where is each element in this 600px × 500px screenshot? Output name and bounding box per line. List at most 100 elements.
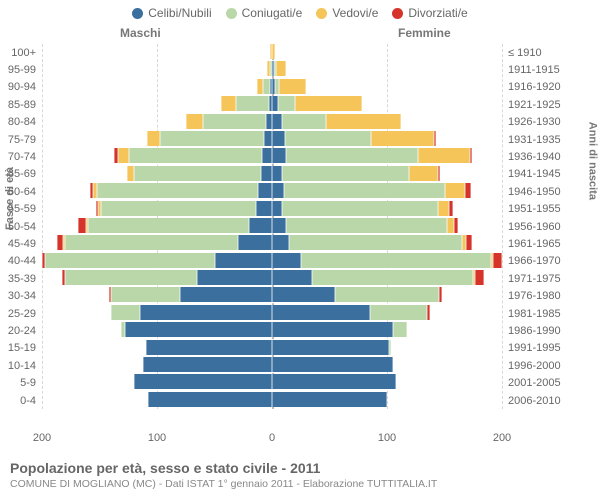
pyramid-row: 85-891921-1925	[0, 96, 600, 113]
bar-seg	[282, 201, 437, 216]
bars-area	[42, 79, 502, 96]
bar-seg	[78, 218, 86, 233]
pyramid-row: 10-141996-2000	[0, 357, 600, 374]
pyramid-row: 45-491961-1965	[0, 235, 600, 252]
bar-seg	[285, 131, 371, 146]
bars-area	[42, 148, 502, 165]
pyramid-row: 55-591951-1955	[0, 201, 600, 218]
age-label: 95-99	[0, 64, 42, 76]
bars-male	[42, 287, 272, 304]
chart-title: Popolazione per età, sesso e stato civil…	[10, 460, 437, 476]
bar-seg	[439, 287, 442, 302]
bars-area	[42, 166, 502, 183]
bar-seg	[65, 270, 197, 285]
age-label: 85-89	[0, 99, 42, 111]
bars-area	[42, 287, 502, 304]
legend-label: Divorziati/e	[408, 6, 467, 20]
bars-male	[42, 392, 272, 409]
x-tick: 0	[269, 432, 275, 444]
bar-seg	[88, 218, 249, 233]
birth-label: 1981-1985	[502, 308, 568, 320]
bar-seg	[295, 96, 362, 111]
bar-seg	[134, 166, 261, 181]
age-label: 15-19	[0, 342, 42, 354]
bars-female	[272, 114, 502, 131]
bar-seg	[312, 270, 473, 285]
bar-seg	[263, 79, 270, 94]
birth-label: 1991-1995	[502, 342, 568, 354]
bar-seg	[215, 253, 272, 268]
header-male: Maschi	[120, 26, 161, 40]
bar-seg	[125, 322, 272, 337]
bar-seg	[272, 392, 387, 407]
bar-seg	[111, 287, 180, 302]
header-female: Femmine	[398, 26, 451, 40]
bars-female	[272, 322, 502, 339]
bars-area	[42, 392, 502, 409]
bar-seg	[143, 357, 272, 372]
bars-male	[42, 201, 272, 218]
bar-seg	[272, 322, 393, 337]
bar-seg	[272, 201, 282, 216]
bars-area	[42, 270, 502, 287]
bar-seg	[160, 131, 264, 146]
age-label: 20-24	[0, 325, 42, 337]
bar-seg	[272, 235, 289, 250]
pyramid-row: 0-42006-2010	[0, 392, 600, 409]
bars-female	[272, 166, 502, 183]
bar-seg	[97, 183, 258, 198]
bar-seg	[272, 183, 284, 198]
bars-area	[42, 96, 502, 113]
age-label: 40-44	[0, 255, 42, 267]
bar-seg	[326, 114, 401, 129]
bars-female	[272, 270, 502, 287]
bar-seg	[256, 201, 272, 216]
bars-female	[272, 79, 502, 96]
pyramid-row: 95-991911-1915	[0, 61, 600, 78]
bars-female	[272, 61, 502, 78]
bars-female	[272, 183, 502, 200]
bar-seg	[272, 218, 286, 233]
age-label: 25-29	[0, 308, 42, 320]
pyramid-row: 50-541956-1960	[0, 218, 600, 235]
birth-label: 1941-1945	[502, 168, 568, 180]
bar-seg	[278, 96, 295, 111]
legend-swatch	[316, 8, 327, 19]
age-label: 55-59	[0, 203, 42, 215]
bar-seg	[371, 131, 434, 146]
pyramid-row: 70-741936-1940	[0, 148, 600, 165]
pyramid-row: 40-441966-1970	[0, 253, 600, 270]
bar-seg	[409, 166, 438, 181]
bars-male	[42, 218, 272, 235]
bars-male	[42, 357, 272, 374]
bars-male	[42, 114, 272, 131]
legend-item: Coniugati/e	[226, 6, 303, 20]
bars-male	[42, 374, 272, 391]
legend-label: Vedovi/e	[332, 6, 378, 20]
bar-seg	[389, 340, 391, 355]
x-tick: 100	[148, 432, 166, 444]
bar-seg	[466, 235, 472, 250]
birth-label: 1936-1940	[502, 151, 568, 163]
bar-seg	[65, 235, 238, 250]
bars-male	[42, 166, 272, 183]
pyramid-row: 100+≤ 1910	[0, 44, 600, 61]
bar-seg	[438, 166, 440, 181]
x-tick: 200	[493, 432, 511, 444]
bar-seg	[140, 305, 272, 320]
bar-seg	[45, 253, 215, 268]
chart-footer: Popolazione per età, sesso e stato civil…	[10, 460, 437, 490]
bars-female	[272, 96, 502, 113]
birth-label: 1931-1935	[502, 134, 568, 146]
bar-seg	[272, 44, 275, 59]
bars-male	[42, 148, 272, 165]
bar-seg	[475, 270, 484, 285]
bars-male	[42, 79, 272, 96]
bar-seg	[282, 114, 326, 129]
birth-label: 1946-1950	[502, 186, 568, 198]
bars-area	[42, 235, 502, 252]
pyramid-row: 80-841926-1930	[0, 114, 600, 131]
bar-seg	[272, 357, 393, 372]
x-axis: 2001000100200	[42, 432, 502, 446]
age-label: 75-79	[0, 134, 42, 146]
